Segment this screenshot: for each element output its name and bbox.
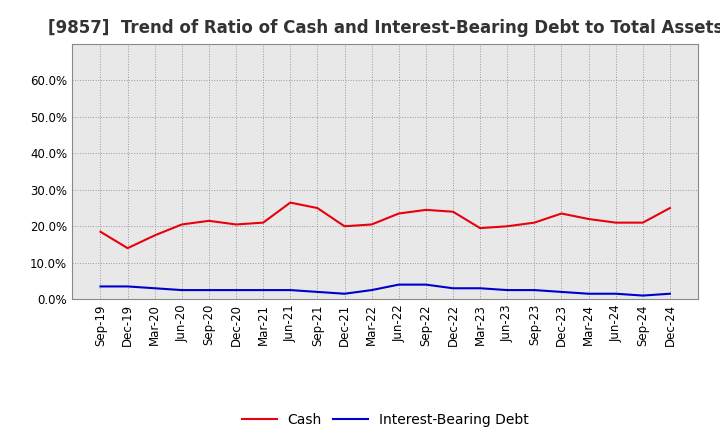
Interest-Bearing Debt: [421, 282, 430, 287]
Interest-Bearing Debt: [639, 293, 647, 298]
Cash: [341, 224, 349, 229]
Cash: [178, 222, 186, 227]
Interest-Bearing Debt: [178, 287, 186, 293]
Cash: [584, 216, 593, 222]
Cash: [476, 225, 485, 231]
Interest-Bearing Debt: [204, 287, 213, 293]
Interest-Bearing Debt: [341, 291, 349, 297]
Cash: [611, 220, 620, 225]
Cash: [503, 224, 511, 229]
Line: Cash: Cash: [101, 202, 670, 248]
Cash: [530, 220, 539, 225]
Cash: [123, 246, 132, 251]
Cash: [449, 209, 457, 214]
Interest-Bearing Debt: [665, 291, 674, 297]
Legend: Cash, Interest-Bearing Debt: Cash, Interest-Bearing Debt: [236, 407, 534, 433]
Title: [9857]  Trend of Ratio of Cash and Interest-Bearing Debt to Total Assets: [9857] Trend of Ratio of Cash and Intere…: [48, 19, 720, 37]
Cash: [286, 200, 294, 205]
Interest-Bearing Debt: [584, 291, 593, 297]
Interest-Bearing Debt: [150, 286, 159, 291]
Interest-Bearing Debt: [232, 287, 240, 293]
Cash: [639, 220, 647, 225]
Cash: [367, 222, 376, 227]
Cash: [313, 205, 322, 211]
Cash: [557, 211, 566, 216]
Interest-Bearing Debt: [503, 287, 511, 293]
Interest-Bearing Debt: [395, 282, 403, 287]
Cash: [259, 220, 268, 225]
Interest-Bearing Debt: [611, 291, 620, 297]
Interest-Bearing Debt: [367, 287, 376, 293]
Cash: [665, 205, 674, 211]
Cash: [150, 233, 159, 238]
Cash: [232, 222, 240, 227]
Interest-Bearing Debt: [259, 287, 268, 293]
Interest-Bearing Debt: [313, 289, 322, 294]
Interest-Bearing Debt: [286, 287, 294, 293]
Interest-Bearing Debt: [557, 289, 566, 294]
Line: Interest-Bearing Debt: Interest-Bearing Debt: [101, 285, 670, 296]
Cash: [96, 229, 105, 235]
Interest-Bearing Debt: [123, 284, 132, 289]
Cash: [395, 211, 403, 216]
Cash: [421, 207, 430, 213]
Interest-Bearing Debt: [530, 287, 539, 293]
Interest-Bearing Debt: [96, 284, 105, 289]
Interest-Bearing Debt: [449, 286, 457, 291]
Interest-Bearing Debt: [476, 286, 485, 291]
Cash: [204, 218, 213, 224]
